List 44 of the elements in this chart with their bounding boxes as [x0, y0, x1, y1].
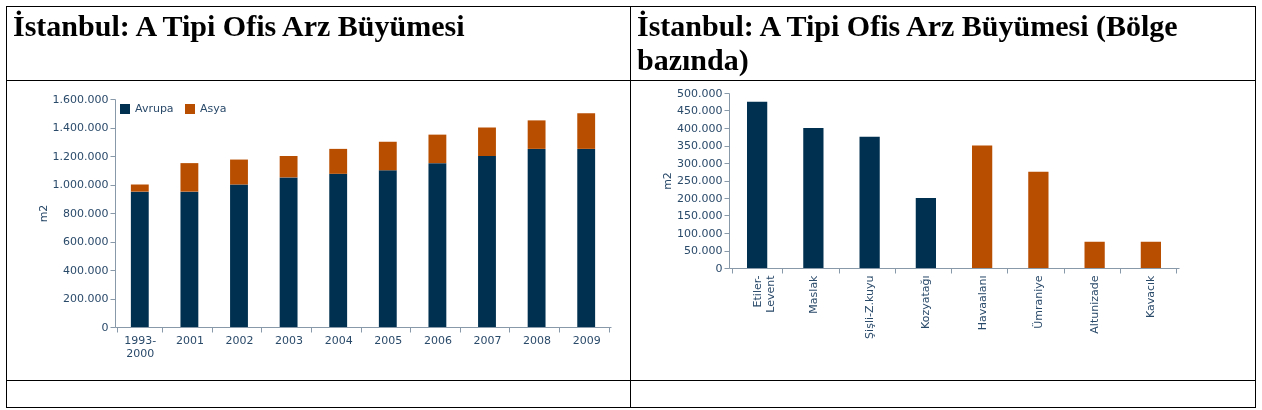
x-tick-label: 2005 [374, 333, 403, 347]
x-tick-label: Kozyatağı [919, 275, 933, 330]
y-tick-label: 50.000 [684, 244, 723, 257]
x-tick-label: Şişli-Z.kuyu [863, 275, 877, 339]
chart-title: İstanbul: A Tipi Ofis Arz Büyümesi [7, 7, 630, 81]
y-tick-label: 1.000.000 [52, 178, 109, 191]
x-tick-label: Maslak [806, 274, 820, 314]
y-tick-label: 250.000 [677, 174, 723, 187]
y-tick-label: 500.000 [677, 86, 723, 100]
x-tick-label: 2004 [324, 333, 353, 347]
x-tick-label: 2001 [175, 333, 204, 347]
y-tick-label: 1.200.000 [52, 149, 109, 163]
y-tick-label: 100.000 [677, 226, 723, 240]
y-tick-label: 200.000 [677, 191, 723, 205]
y-tick-label: 450.000 [677, 104, 723, 117]
y-axis-title: m2 [36, 204, 50, 223]
y-axis-title: m2 [661, 172, 675, 190]
x-tick-label: Havaalanı [975, 275, 989, 331]
x-tick-label: 2003 [275, 333, 304, 347]
y-tick-label: 350.000 [677, 139, 723, 152]
x-tick-label: 2009 [572, 333, 601, 347]
x-tick-label: 2008 [523, 333, 552, 347]
x-tick-label: Ümraniye [1031, 275, 1045, 329]
y-tick-label: 1.600.000 [52, 92, 109, 106]
x-tick-label: 2007 [473, 333, 502, 347]
y-tick-label: 400.000 [63, 263, 109, 277]
y-tick-label: 0 [715, 261, 723, 275]
y-tick-label: 1.400.000 [52, 121, 109, 134]
chart-title: İstanbul: A Tipi Ofis Arz Büyümesi (Bölge bazında) [631, 7, 1255, 81]
y-tick-label: 600.000 [63, 235, 109, 248]
y-tick-label: 300.000 [677, 156, 723, 170]
x-tick-label: 1993- 2000 [124, 333, 157, 360]
y-tick-label: 400.000 [677, 121, 723, 135]
legend-label: Avrupa [135, 102, 174, 115]
x-tick-label: Altunizade [1088, 275, 1102, 334]
y-tick-label: 150.000 [677, 209, 723, 222]
y-tick-label: 200.000 [63, 292, 109, 305]
legend-label: Asya [200, 102, 227, 115]
x-tick-label: Kavacık [1144, 274, 1158, 318]
x-tick-label: 2002 [225, 333, 254, 347]
y-tick-label: 0 [101, 320, 109, 334]
y-tick-label: 800.000 [63, 206, 109, 220]
x-tick-label: 2006 [423, 333, 452, 347]
x-tick-label: Etiler- Levent [750, 274, 777, 313]
